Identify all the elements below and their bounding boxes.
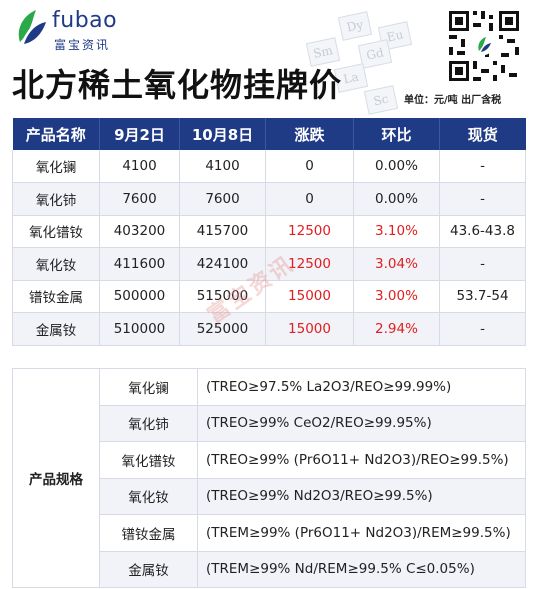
product-name: 镨钕金属 — [12, 280, 100, 313]
spec-value: (TREO≥97.5% La2O3/REO≥99.99%) — [197, 368, 526, 406]
product-name: 氧化钕 — [12, 247, 100, 281]
price-oct8: 4100 — [179, 150, 266, 183]
price-change: 0 — [265, 150, 354, 183]
brand-name-cn: 富宝资讯 — [54, 38, 111, 52]
price-spot: - — [439, 247, 526, 281]
price-sep2: 500000 — [99, 280, 180, 313]
table-row: 氧化镧 4100 4100 0 0.00% - — [12, 150, 526, 183]
spec-value: (TREM≥99% Nd/REM≥99.5% C≤0.05%) — [197, 550, 526, 588]
col-header-mom: 环比 — [353, 118, 440, 150]
product-name: 氧化镧 — [12, 150, 100, 183]
price-spot: - — [439, 182, 526, 216]
table-row: 氧化钕 411600 424100 12500 3.04% - — [12, 247, 526, 281]
price-change: 12500 — [265, 247, 354, 281]
price-oct8: 415700 — [179, 215, 266, 248]
unit-note: 单位：元/吨 出厂含税 — [404, 95, 502, 106]
price-change: 12500 — [265, 215, 354, 248]
spec-product-name: 氧化铈 — [99, 404, 198, 442]
table-row: 氧化钕 (TREO≥99% Nd2O3/REO≥99.5%) — [13, 477, 526, 515]
product-name: 氧化镨钕 — [12, 215, 100, 248]
page-title: 北方稀土氧化物挂牌价 — [12, 66, 343, 104]
spec-product-name: 氧化镧 — [99, 368, 198, 406]
col-header-sep2: 9月2日 — [99, 118, 180, 150]
spec-value: (TREM≥99% (Pr6O11+ Nd2O3)/REM≥99.5%) — [197, 514, 526, 552]
price-change: 15000 — [265, 280, 354, 313]
price-change: 0 — [265, 182, 354, 216]
price-spot: - — [439, 312, 526, 346]
table-row: 镨钕金属 500000 515000 15000 3.00% 53.7-54 — [12, 280, 526, 313]
spec-value: (TREO≥99% CeO2/REO≥99.95%) — [197, 404, 526, 442]
price-sep2: 510000 — [99, 312, 180, 346]
price-oct8: 515000 — [179, 280, 266, 313]
price-mom: 3.04% — [353, 247, 440, 281]
price-mom: 0.00% — [353, 150, 440, 183]
price-mom: 2.94% — [353, 312, 440, 346]
price-oct8: 424100 — [179, 247, 266, 281]
spec-value: (TREO≥99% (Pr6O11+ Nd2O3)/REO≥99.5%) — [197, 441, 526, 479]
price-sep2: 411600 — [99, 247, 180, 281]
spec-product-name: 氧化镨钕 — [99, 441, 198, 479]
table-row: 产品规格 氧化镧 (TREO≥97.5% La2O3/REO≥99.99%) — [12, 368, 526, 588]
price-oct8: 7600 — [179, 182, 266, 216]
brand-logo[interactable]: fubao 富宝资讯 — [14, 6, 144, 56]
price-mom: 3.10% — [353, 215, 440, 248]
price-sep2: 7600 — [99, 182, 180, 216]
table-row: 金属钕 510000 525000 15000 2.94% - — [12, 312, 526, 346]
price-mom: 0.00% — [353, 182, 440, 216]
element-tile: Dy — [337, 11, 373, 41]
price-spot: 43.6-43.8 — [439, 215, 526, 248]
header: Dy Eu Gd Sm La Sc fubao 富宝资讯 — [0, 0, 537, 118]
price-mom: 3.00% — [353, 280, 440, 313]
price-change: 15000 — [265, 312, 354, 346]
fubao-leaf-logo-icon — [18, 10, 46, 44]
table-row: 氧化镨钕 403200 415700 12500 3.10% 43.6-43.8 — [12, 215, 526, 248]
product-name: 氧化铈 — [12, 182, 100, 216]
table-row: 氧化铈 (TREO≥99% CeO2/REO≥99.95%) — [13, 404, 526, 442]
price-spot: 53.7-54 — [439, 280, 526, 313]
table-row: 氧化铈 7600 7600 0 0.00% - — [12, 182, 526, 216]
brand-name-en: fubao — [52, 8, 118, 33]
price-table: 产品名称 9月2日 10月8日 涨跌 环比 现货 氧化镧 4100 4100 0… — [12, 118, 526, 346]
price-table-header: 产品名称 9月2日 10月8日 涨跌 环比 现货 — [12, 118, 526, 150]
price-sep2: 403200 — [99, 215, 180, 248]
spec-table: 产品规格 氧化镧 (TREO≥97.5% La2O3/REO≥99.99%) 氧… — [12, 368, 526, 588]
spec-product-name: 金属钕 — [99, 550, 198, 588]
spec-value: (TREO≥99% Nd2O3/REO≥99.5%) — [197, 477, 526, 515]
col-header-change: 涨跌 — [265, 118, 354, 150]
table-row: 金属钕 (TREM≥99% Nd/REM≥99.5% C≤0.05%) — [13, 550, 526, 588]
spec-product-name: 氧化钕 — [99, 477, 198, 515]
col-header-oct8: 10月8日 — [179, 118, 266, 150]
table-row: 氧化镨钕 (TREO≥99% (Pr6O11+ Nd2O3)/REO≥99.5%… — [13, 441, 526, 479]
table-row: 镨钕金属 (TREM≥99% (Pr6O11+ Nd2O3)/REM≥99.5%… — [13, 514, 526, 552]
spec-heading: 产品规格 — [12, 368, 100, 588]
price-oct8: 525000 — [179, 312, 266, 346]
qr-code-icon[interactable] — [446, 8, 522, 84]
spec-product-name: 镨钕金属 — [99, 514, 198, 552]
element-tile: Sc — [363, 85, 399, 115]
col-header-product: 产品名称 — [12, 118, 100, 150]
price-sep2: 4100 — [99, 150, 180, 183]
product-name: 金属钕 — [12, 312, 100, 346]
col-header-spot: 现货 — [439, 118, 526, 150]
price-spot: - — [439, 150, 526, 183]
